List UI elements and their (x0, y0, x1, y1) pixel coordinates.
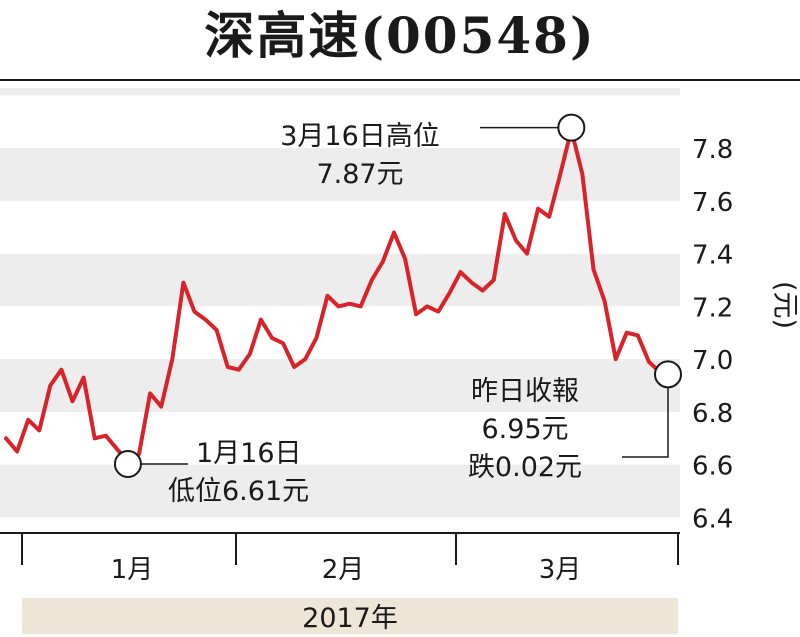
month-labels: 1月 2月 3月 (111, 555, 582, 585)
chart-title: 深高速(00548) (204, 6, 596, 65)
y-tick-label: 7.6 (692, 188, 733, 218)
low-marker (113, 450, 142, 479)
y-tick-label: 7.0 (692, 346, 733, 376)
grid-bands (0, 88, 680, 518)
last-marker (654, 360, 682, 389)
grid-band (0, 253, 680, 307)
y-tick-label: 7.8 (692, 135, 733, 165)
month-ticks (21, 533, 679, 565)
high-marker (557, 113, 586, 142)
grid-band (0, 88, 680, 96)
annotation-low-text: 1月16日 (196, 438, 302, 469)
y-tick-label: 7.2 (692, 293, 733, 323)
annotation-high-text: 7.87元 (316, 159, 403, 190)
grid-band (0, 148, 680, 201)
month-label: 1月 (111, 555, 154, 585)
year-band (22, 598, 678, 634)
month-label: 2月 (322, 555, 365, 585)
y-tick-label: 6.4 (692, 504, 733, 534)
annotation-high-text: 3月16日高位 (280, 121, 440, 152)
annotation-last-text: 跌0.02元 (468, 452, 582, 483)
annotation-low-text: 低位6.61元 (168, 476, 309, 507)
y-tick-label: 6.8 (692, 399, 733, 429)
grid-band (0, 464, 680, 518)
annotation-last-text: 昨日收報 (471, 376, 579, 407)
annotation-leader-last (622, 387, 669, 458)
grid-band (0, 359, 680, 412)
annotation-last-text: 6.95元 (481, 414, 568, 445)
month-label: 3月 (539, 555, 582, 585)
y-tick-label: 7.4 (692, 241, 733, 271)
y-tick-label: 6.6 (692, 452, 733, 482)
year-label: 2017年 (302, 603, 398, 634)
y-axis-unit-label: (元) (769, 281, 800, 329)
price-line (4, 127, 662, 464)
y-tick-labels: 6.4 6.6 6.8 7.0 7.2 7.4 7.6 7.8 (692, 135, 733, 534)
